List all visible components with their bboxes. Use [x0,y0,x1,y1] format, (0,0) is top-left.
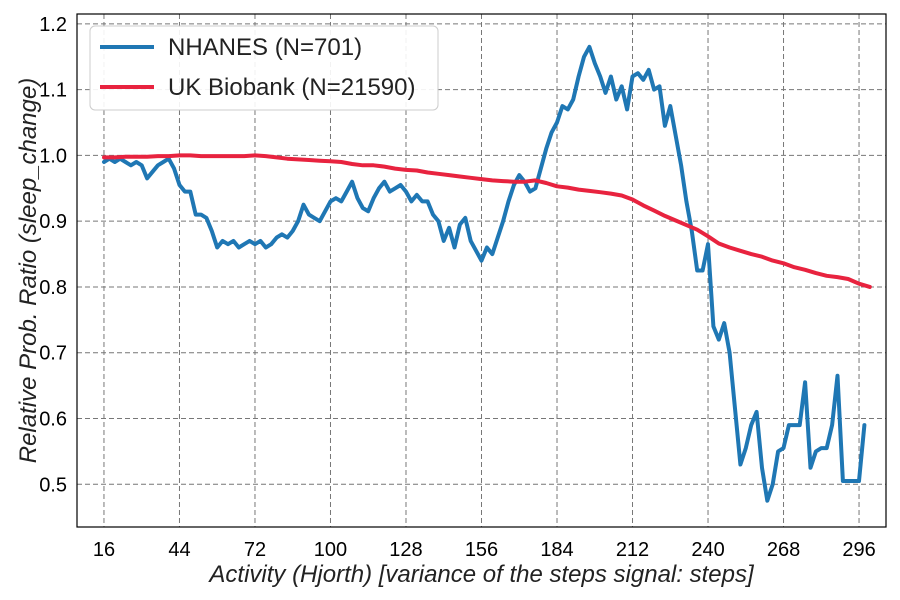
x-tick-label: 240 [691,539,724,561]
y-axis-ticks: 0.5 0.6 0.7 0.8 0.9 1.0 1.1 1.2 [39,14,67,496]
legend-label-ukbiobank: UK Biobank (N=21590) [168,74,415,101]
x-tick-label: 16 [93,539,115,561]
y-tick-label: 1.2 [39,14,67,36]
x-tick-label: 156 [465,539,498,561]
x-tick-label: 72 [244,539,266,561]
plot-frame [76,13,887,528]
y-tick-label: 1.0 [39,145,67,167]
series-line-nhanes [102,44,867,503]
x-axis-title: Activity (Hjorth) [variance of the steps… [207,561,755,588]
series-layer [102,44,872,503]
x-tick-label: 184 [540,539,573,561]
legend-box [89,25,439,111]
y-tick-label: 0.9 [39,211,67,233]
x-tick-label: 212 [616,539,649,561]
x-tick-label: 100 [314,539,347,561]
grid [77,14,886,527]
y-axis-title: Relative Prob. Ratio (sleep_change) [15,78,42,464]
legend: NHANES (N=701) UK Biobank (N=21590) [89,25,439,111]
x-tick-label: 44 [168,539,190,561]
series-line-ukbiobank [102,153,872,289]
x-tick-label: 296 [842,539,875,561]
y-tick-label: 0.5 [39,474,67,496]
y-tick-label: 0.7 [39,343,67,365]
x-axis-ticks: 16 44 72 100 128 156 184 212 240 268 296 [93,539,876,561]
legend-label-nhanes: NHANES (N=701) [168,34,362,61]
y-tick-label: 0.8 [39,277,67,299]
x-tick-label: 128 [389,539,422,561]
x-tick-label: 268 [767,539,800,561]
y-tick-label: 1.1 [39,80,67,102]
y-tick-label: 0.6 [39,408,67,430]
